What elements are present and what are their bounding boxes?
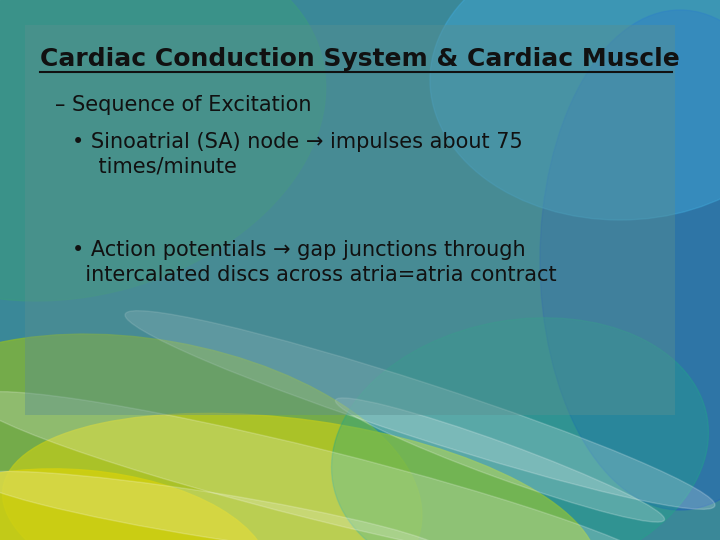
Ellipse shape — [0, 334, 422, 540]
Text: intercalated discs across atria=atria contract: intercalated discs across atria=atria co… — [72, 265, 557, 285]
Text: • Action potentials → gap junctions through: • Action potentials → gap junctions thro… — [72, 240, 526, 260]
Text: times/minute: times/minute — [72, 157, 237, 177]
Ellipse shape — [336, 398, 665, 522]
Text: Cardiac Conduction System & Cardiac Muscle: Cardiac Conduction System & Cardiac Musc… — [40, 47, 680, 71]
Ellipse shape — [0, 0, 325, 301]
Ellipse shape — [430, 0, 720, 220]
Ellipse shape — [331, 318, 708, 540]
Text: – Sequence of Excitation: – Sequence of Excitation — [55, 95, 312, 115]
Ellipse shape — [540, 10, 720, 510]
Text: • Sinoatrial (SA) node → impulses about 75: • Sinoatrial (SA) node → impulses about … — [72, 132, 523, 152]
Ellipse shape — [125, 310, 715, 509]
Ellipse shape — [0, 469, 269, 540]
FancyBboxPatch shape — [25, 25, 675, 415]
Ellipse shape — [3, 413, 598, 540]
Ellipse shape — [0, 471, 447, 540]
Ellipse shape — [0, 392, 670, 540]
